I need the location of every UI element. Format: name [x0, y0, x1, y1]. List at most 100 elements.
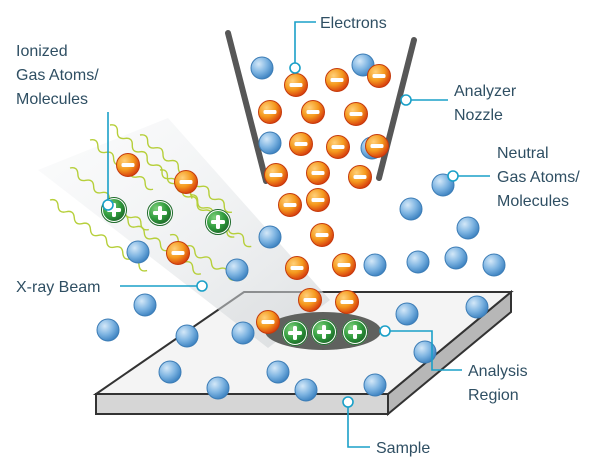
neutral-atom — [158, 360, 182, 384]
label-ionized-line2: Gas Atoms/ — [16, 67, 99, 84]
neutral-atom — [363, 373, 387, 397]
minus-icon — [331, 145, 345, 149]
plus-icon — [211, 215, 225, 229]
neutral-atom — [406, 250, 430, 274]
xray-beam-wedge — [38, 118, 330, 348]
neutral-atom — [96, 318, 120, 342]
xray-wave — [119, 213, 202, 275]
neutral-atom — [294, 378, 318, 402]
analyzer-nozzle-left-wall — [225, 30, 269, 184]
minus-icon — [372, 74, 386, 78]
minus-icon — [294, 142, 308, 146]
neutral-atom — [258, 225, 282, 249]
leader-lines — [102, 21, 490, 448]
plus-icon — [317, 325, 331, 339]
electron — [344, 102, 368, 126]
electron — [166, 241, 190, 265]
label-neutral-line2: Gas Atoms/ — [497, 169, 580, 186]
electron — [284, 73, 308, 97]
label-analyzer-line1: Analyzer — [454, 83, 517, 100]
minus-icon — [315, 233, 329, 237]
minus-icon — [353, 175, 367, 179]
minus-icon — [179, 180, 193, 184]
electron — [306, 161, 330, 185]
minus-icon — [370, 144, 384, 148]
leader-analyzer-end — [400, 94, 412, 106]
ion — [147, 200, 173, 226]
minus-icon — [311, 171, 325, 175]
electron — [310, 223, 334, 247]
neutral-atom — [363, 253, 387, 277]
neutral-atom — [133, 293, 157, 317]
electron — [258, 100, 282, 124]
neutral-atom — [175, 324, 199, 348]
label-analyzer-line2: Nozzle — [454, 107, 503, 124]
minus-icon — [263, 110, 277, 114]
neutral-atom — [465, 295, 489, 319]
electron — [325, 68, 349, 92]
neutral-atoms — [96, 53, 506, 402]
label-xray-beam: X-ray Beam — [16, 279, 100, 296]
minus-icon — [303, 298, 317, 302]
electron — [116, 153, 140, 177]
leader-electrons-end — [289, 62, 301, 74]
electron — [285, 256, 309, 280]
label-ionized-line1: Ionized — [16, 43, 68, 60]
leader-sample-end — [342, 396, 354, 408]
minus-icon — [306, 110, 320, 114]
electron — [289, 132, 313, 156]
labels: Electrons Ionized Gas Atoms/ Molecules A… — [16, 15, 580, 457]
ion — [282, 320, 308, 346]
plus-icon — [288, 326, 302, 340]
neutral-atom — [266, 360, 290, 384]
label-neutral-line3: Molecules — [497, 193, 569, 210]
leader-neutral-end — [447, 170, 459, 182]
electron — [367, 64, 391, 88]
electron — [306, 188, 330, 212]
neutral-atom — [231, 321, 255, 345]
plus-icon — [153, 206, 167, 220]
electron — [348, 165, 372, 189]
minus-icon — [340, 300, 354, 304]
minus-icon — [290, 266, 304, 270]
minus-icon — [269, 173, 283, 177]
minus-icon — [349, 112, 363, 116]
neutral-atom — [126, 240, 150, 264]
electrons — [116, 64, 391, 334]
ion — [311, 319, 337, 345]
label-analysis-line1: Analysis — [468, 363, 528, 380]
label-neutral-line1: Neutral — [497, 145, 549, 162]
minus-icon — [289, 83, 303, 87]
electron — [301, 100, 325, 124]
neutral-atom — [456, 216, 480, 240]
electron — [298, 288, 322, 312]
neutral-atom — [482, 253, 506, 277]
electron — [174, 170, 198, 194]
leader-sample — [347, 402, 370, 448]
analyzer-nozzle-right-wall — [376, 37, 417, 181]
leader-electrons — [294, 21, 316, 68]
minus-icon — [337, 263, 351, 267]
label-sample: Sample — [376, 440, 430, 457]
electron — [335, 290, 359, 314]
neutral-atom — [444, 246, 468, 270]
electron — [278, 193, 302, 217]
neutral-atom — [258, 131, 282, 155]
neutral-atom — [250, 56, 274, 80]
neutral-atom — [225, 258, 249, 282]
minus-icon — [311, 198, 325, 202]
leader-xray-end — [196, 280, 208, 292]
neutral-atom — [413, 340, 437, 364]
label-ionized-line3: Molecules — [16, 91, 88, 108]
leader-analysis — [385, 330, 462, 371]
electron — [256, 310, 280, 334]
plus-icon — [348, 325, 362, 339]
neutral-atom — [206, 376, 230, 400]
minus-icon — [171, 251, 185, 255]
neutral-atom — [395, 302, 419, 326]
leader-ionized-end — [102, 199, 114, 211]
electron — [365, 134, 389, 158]
minus-icon — [330, 78, 344, 82]
